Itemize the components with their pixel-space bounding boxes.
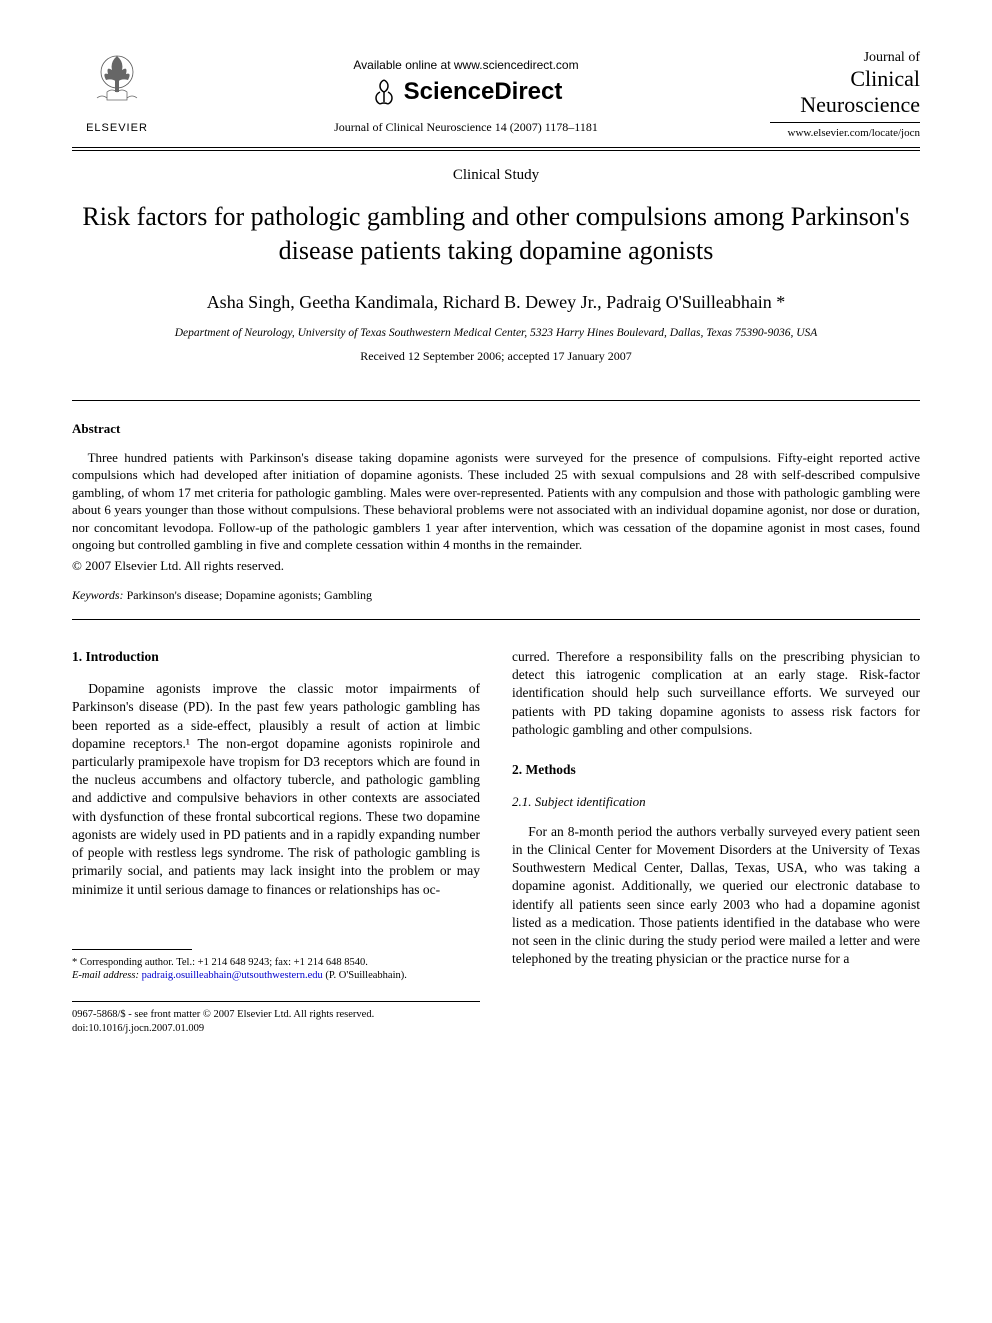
- email-label: E-mail address:: [72, 970, 139, 981]
- abstract-heading: Abstract: [72, 421, 920, 437]
- elsevier-tree-icon: [82, 50, 152, 120]
- body-columns: 1. Introduction Dopamine agonists improv…: [72, 648, 920, 1035]
- keywords-label: Keywords:: [72, 588, 124, 602]
- left-column: 1. Introduction Dopamine agonists improv…: [72, 648, 480, 1035]
- elsevier-label: ELSEVIER: [86, 122, 148, 134]
- journal-line3: Neuroscience: [770, 92, 920, 118]
- sciencedirect-brand: ScienceDirect: [162, 78, 770, 106]
- email-link[interactable]: padraig.osuilleabhain@utsouthwestern.edu: [142, 970, 323, 981]
- article-title: Risk factors for pathologic gambling and…: [72, 200, 920, 268]
- article-type: Clinical Study: [72, 167, 920, 184]
- bottom-rule: [72, 1001, 480, 1002]
- abstract-text: Three hundred patients with Parkinson's …: [72, 449, 920, 554]
- dates: Received 12 September 2006; accepted 17 …: [72, 349, 920, 364]
- keywords: Keywords: Parkinson's disease; Dopamine …: [72, 588, 920, 603]
- affiliation: Department of Neurology, University of T…: [72, 327, 920, 339]
- sciencedirect-label: ScienceDirect: [404, 78, 563, 106]
- right-column: curred. Therefore a responsibility falls…: [512, 648, 920, 1035]
- footnote-rule: [72, 949, 192, 950]
- journal-line1: Journal of: [770, 50, 920, 66]
- methods-heading: 2. Methods: [512, 761, 920, 779]
- sciencedirect-icon: [370, 78, 398, 106]
- top-rule: [72, 147, 920, 148]
- corresponding-author: * Corresponding author. Tel.: +1 214 648…: [72, 956, 480, 970]
- abstract-copyright: © 2007 Elsevier Ltd. All rights reserved…: [72, 558, 920, 574]
- journal-title-box: Journal of Clinical Neuroscience www.els…: [770, 50, 920, 139]
- journal-line2: Clinical: [770, 66, 920, 92]
- center-header: Available online at www.sciencedirect.co…: [162, 50, 770, 135]
- intro-heading: 1. Introduction: [72, 648, 480, 666]
- email-line: E-mail address: padraig.osuilleabhain@ut…: [72, 969, 480, 983]
- front-matter: 0967-5868/$ - see front matter © 2007 El…: [72, 1008, 480, 1022]
- elsevier-logo: ELSEVIER: [72, 50, 162, 134]
- journal-url: www.elsevier.com/locate/jocn: [770, 127, 920, 139]
- intro-para: Dopamine agonists improve the classic mo…: [72, 680, 480, 899]
- keywords-rule: [72, 619, 920, 620]
- available-online-text: Available online at www.sciencedirect.co…: [162, 58, 770, 72]
- authors: Asha Singh, Geetha Kandimala, Richard B.…: [72, 292, 920, 313]
- methods-subheading: 2.1. Subject identification: [512, 793, 920, 811]
- email-tail: (P. O'Suilleabhain).: [323, 970, 407, 981]
- keywords-text: Parkinson's disease; Dopamine agonists; …: [124, 588, 372, 602]
- journal-box-rule: [770, 122, 920, 123]
- methods-para: For an 8-month period the authors verbal…: [512, 823, 920, 969]
- abstract-top-rule: [72, 400, 920, 401]
- intro-continuation: curred. Therefore a responsibility falls…: [512, 648, 920, 739]
- doi: doi:10.1016/j.jocn.2007.01.009: [72, 1022, 480, 1036]
- footnote-block: * Corresponding author. Tel.: +1 214 648…: [72, 956, 480, 983]
- journal-reference: Journal of Clinical Neuroscience 14 (200…: [162, 120, 770, 135]
- second-rule: [72, 150, 920, 151]
- header-row: ELSEVIER Available online at www.science…: [72, 50, 920, 139]
